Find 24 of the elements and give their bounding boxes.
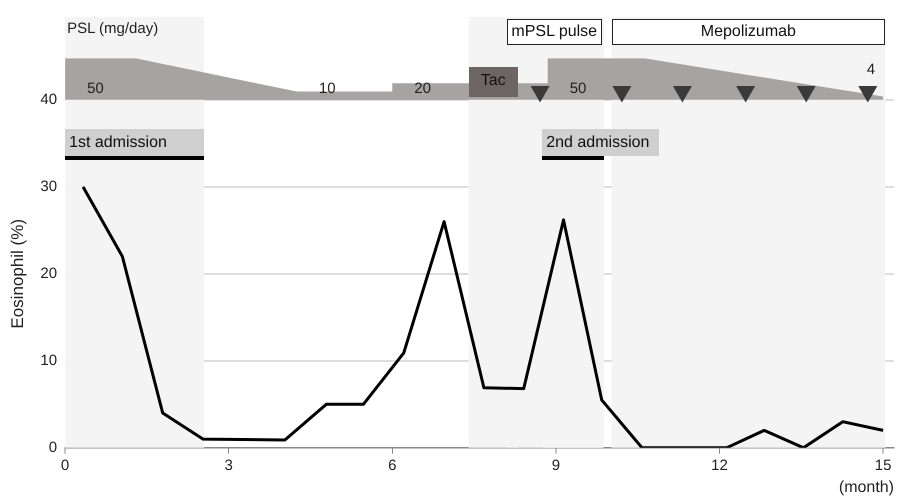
x-tick-label: 3 [224,456,233,474]
band-label: Tac [468,66,518,97]
y-axis-title: Eosinophil (%) [8,219,27,329]
y2-axis-title: PSL (mg/day) [67,20,158,38]
data-label: 10 [318,80,336,97]
x-tick-label: 12 [711,456,728,474]
x-tick-label: 0 [60,456,70,474]
data-label: 50 [87,80,104,97]
data-label: 4 [866,60,876,78]
y-tick-label: 0 [48,438,58,456]
y-tick-label: 40 [40,90,58,108]
y-tick-label: 10 [40,352,58,369]
band-label: Mepolizumab [612,18,886,46]
x-axis-title: (month) [838,478,894,496]
band-label: mPSL pulse [506,18,602,46]
y-tick-label: 20 [40,264,58,282]
data-label: 20 [414,80,431,97]
x-tick-label: 15 [874,456,892,474]
data-label: 50 [570,80,586,97]
x-tick-label: 6 [388,456,396,474]
band-label: 1st admission [65,128,204,156]
band-label: 2nd admission [542,128,660,156]
y-tick-label: 30 [40,178,58,195]
x-tick-label: 9 [552,456,560,474]
